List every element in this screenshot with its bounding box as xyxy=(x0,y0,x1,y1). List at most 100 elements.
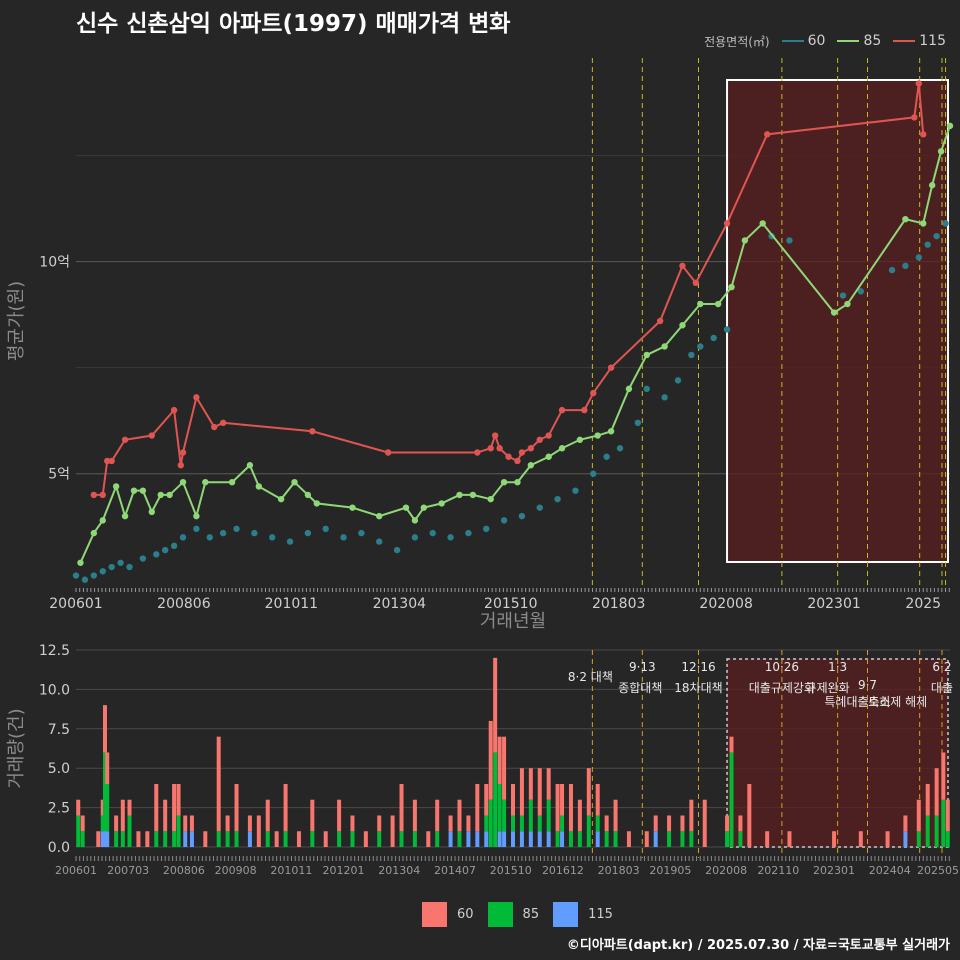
volume-bar-60 xyxy=(484,783,489,816)
volume-bar-85 xyxy=(102,752,107,832)
data-point-85 xyxy=(202,478,209,486)
volume-bar-85 xyxy=(350,831,355,847)
volume-bar-60 xyxy=(76,799,81,816)
data-point-60 xyxy=(170,542,178,550)
data-point-85 xyxy=(514,478,521,486)
volume-bar-60 xyxy=(283,783,288,832)
volume-bar-85 xyxy=(399,831,404,847)
x-tick-label: 202404 xyxy=(869,864,911,877)
bottom-legend-item-85: 85 xyxy=(487,902,539,927)
x-tick-label: 201612 xyxy=(542,864,584,877)
volume-bar-60 xyxy=(172,783,177,832)
data-point-60 xyxy=(376,538,383,545)
volume-bar-85 xyxy=(154,831,159,847)
data-point-85 xyxy=(456,491,463,499)
y-tick-label: 12.5 xyxy=(39,643,70,659)
volume-bar-85 xyxy=(519,815,524,832)
data-point-115 xyxy=(692,279,700,287)
data-point-85 xyxy=(277,495,285,503)
bottom-legend-item-115: 115 xyxy=(553,902,613,927)
volume-bar-115 xyxy=(189,831,194,847)
volume-bar-85 xyxy=(555,831,560,847)
data-point-85 xyxy=(946,122,954,130)
volume-bar-85 xyxy=(127,815,132,847)
volume-bar-85 xyxy=(120,831,125,847)
x-axis-title: 거래년월 xyxy=(480,611,546,632)
volume-bar-115 xyxy=(497,831,502,847)
policy-annotation: 토허제 해제 xyxy=(868,695,927,709)
data-point-60 xyxy=(536,504,543,511)
data-point-60 xyxy=(603,453,610,460)
volume-bar-85 xyxy=(80,831,85,847)
volume-bar-85 xyxy=(176,815,181,847)
y-tick-label: 2.5 xyxy=(48,801,70,817)
data-point-85 xyxy=(148,508,156,516)
volume-bar-60 xyxy=(120,799,125,832)
volume-bar-85 xyxy=(310,831,315,847)
data-point-115 xyxy=(121,436,129,443)
volume-bar-60 xyxy=(448,815,453,832)
legend-swatch xyxy=(781,40,804,42)
data-point-60 xyxy=(90,572,98,579)
volume-bar-60 xyxy=(626,831,631,847)
policy-annotation: 9·7 xyxy=(858,678,877,692)
volume-bar-60 xyxy=(203,831,208,847)
data-point-115 xyxy=(193,394,200,401)
data-point-85 xyxy=(77,559,84,566)
y-tick-label: 0.0 xyxy=(48,840,70,856)
data-point-60 xyxy=(590,470,597,477)
bottom-legend: 60 85 115 xyxy=(422,902,627,927)
volume-bar-60 xyxy=(653,815,658,832)
volume-bar-85 xyxy=(511,815,515,832)
data-point-60 xyxy=(723,326,731,333)
volume-bar-85 xyxy=(595,815,600,832)
volume-bar-85 xyxy=(604,831,609,847)
volume-bar-60 xyxy=(136,831,141,847)
volume-bar-60 xyxy=(689,799,694,832)
data-point-115 xyxy=(148,432,156,439)
volume-bar-85 xyxy=(568,831,573,847)
volume-bar-60 xyxy=(680,815,685,832)
data-point-85 xyxy=(121,512,129,520)
data-point-115 xyxy=(915,80,922,87)
data-point-85 xyxy=(291,478,298,486)
legend-item-60: 60 xyxy=(781,33,825,49)
data-point-85 xyxy=(90,529,98,537)
data-point-85 xyxy=(469,491,477,499)
volume-bar-60 xyxy=(644,831,649,847)
volume-bar-60 xyxy=(738,815,743,832)
volume-bar-115 xyxy=(903,831,908,847)
data-point-85 xyxy=(714,300,722,308)
x-tick-label: 202110 xyxy=(757,864,799,877)
volume-bar-115 xyxy=(546,831,551,847)
volume-bar-60 xyxy=(934,768,939,816)
data-point-85 xyxy=(527,462,535,469)
data-point-60 xyxy=(193,525,200,533)
volume-bar-115 xyxy=(247,831,252,847)
data-point-60 xyxy=(219,529,227,537)
volume-bar-115 xyxy=(560,831,565,847)
volume-bar-60 xyxy=(310,799,315,832)
data-point-60 xyxy=(179,534,187,541)
data-point-60 xyxy=(393,546,401,554)
data-point-60 xyxy=(933,232,940,240)
data-point-85 xyxy=(420,504,428,511)
data-point-85 xyxy=(545,453,552,460)
data-point-85 xyxy=(487,495,494,503)
data-point-85 xyxy=(228,478,236,486)
data-point-60 xyxy=(483,525,490,533)
data-point-60 xyxy=(269,534,276,541)
y-tick-label: 5.0 xyxy=(48,761,70,777)
volume-bar-85 xyxy=(667,831,672,847)
data-point-60 xyxy=(924,241,931,248)
volume-bar-60 xyxy=(234,783,239,832)
volume-bar-60 xyxy=(247,815,252,832)
volume-bar-60 xyxy=(114,815,119,832)
volume-bar-60 xyxy=(102,705,107,753)
volume-bar-85 xyxy=(725,831,730,847)
data-point-85 xyxy=(166,491,173,499)
data-point-60 xyxy=(108,563,115,571)
volume-bar-85 xyxy=(537,815,542,832)
volume-bar-60 xyxy=(176,783,181,816)
volume-bar-60 xyxy=(488,720,493,800)
